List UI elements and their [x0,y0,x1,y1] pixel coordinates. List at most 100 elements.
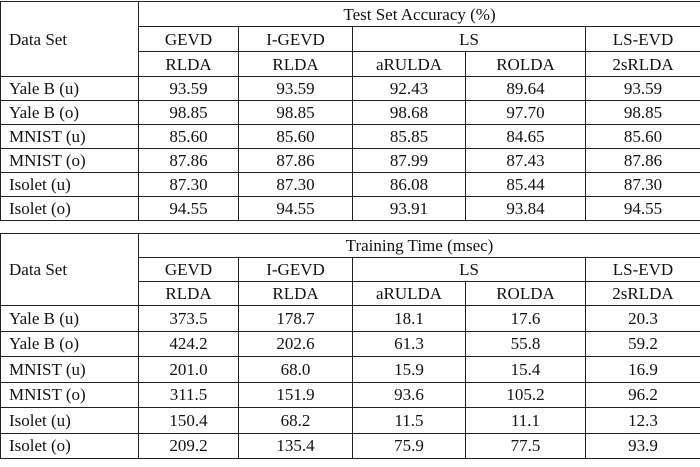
value-cell: 84.65 [465,124,586,149]
value-cell: 85.85 [352,124,466,149]
table-row: Yale B (u) 93.59 93.59 92.43 89.64 93.59 [0,76,700,101]
method-row: RLDA RLDA aRULDA ROLDA 2sRLDA [1,281,700,306]
value-cell: 94.55 [238,196,353,221]
value-cell: 94.55 [138,196,239,221]
row-label: Yale B (o) [0,100,139,125]
value-cell: 87.86 [584,148,700,173]
value-cell: 55.8 [465,330,586,357]
value-cell: 98.68 [352,100,466,125]
value-cell: 85.60 [138,124,239,149]
row-label: Isolet (u) [0,172,139,197]
row-label: MNIST (o) [0,381,139,408]
value-cell: 75.9 [352,432,466,459]
value-cell: 17.6 [465,305,586,332]
value-cell: 59.2 [585,330,700,357]
value-cell: 96.2 [585,381,700,408]
value-cell: 15.9 [352,356,466,383]
method-header: ROLDA [465,51,586,77]
row-label: MNIST (u) [0,356,139,383]
table-row: Isolet (u) 87.30 87.30 86.08 85.44 87.30 [0,172,700,197]
value-cell: 93.9 [585,432,700,459]
value-cell: 311.5 [138,381,239,408]
method-header: aRULDA [352,51,466,77]
value-cell: 12.3 [585,407,700,434]
value-cell: 85.60 [584,124,700,149]
accuracy-table: Data Set Test Set Accuracy (%) GEVD I-GEVD L… [0,1,700,221]
title-row: Data Set Training Time (msec) [0,233,700,306]
method-header: RLDA [138,281,239,306]
value-cell: 20.3 [585,305,700,332]
value-cell: 87.99 [352,148,466,173]
group-row: GEVD I-GEVD LS LS-EVD [1,257,700,282]
value-cell: 93.59 [238,76,353,101]
group-header: GEVD [138,257,239,282]
value-cell: 201.0 [138,356,239,383]
table-row: MNIST (u) 85.60 85.60 85.85 84.65 85.60 [0,124,700,149]
group-header: LS [352,26,586,52]
table-title: Training Time (msec) [138,233,700,258]
value-cell: 105.2 [465,381,586,408]
method-header: 2sRLDA [585,281,700,306]
group-header: I-GEVD [238,257,353,282]
table-row: Yale B (u) 373.5 178.7 18.1 17.6 20.3 [0,305,700,332]
row-label: Isolet (o) [0,196,139,221]
table-row: MNIST (o) 87.86 87.86 87.99 87.43 87.86 [0,148,700,173]
value-cell: 61.3 [352,330,466,357]
value-cell: 151.9 [238,381,353,408]
value-cell: 68.0 [238,356,353,383]
row-label: Yale B (u) [0,76,139,101]
table-title: Test Set Accuracy (%) [137,1,700,27]
title-row: Data Set Test Set Accuracy (%) [0,1,700,77]
value-cell: 373.5 [138,305,239,332]
row-label: MNIST (u) [0,124,139,149]
method-header: RLDA [238,51,353,77]
value-cell: 97.70 [465,100,586,125]
value-cell: 424.2 [138,330,239,357]
value-cell: 87.30 [138,172,239,197]
value-cell: 135.4 [238,432,353,459]
method-header: aRULDA [352,281,466,306]
table-row: Isolet (o) 94.55 94.55 93.91 93.84 94.55 [0,196,700,221]
value-cell: 87.86 [138,148,239,173]
group-header: I-GEVD [238,26,353,52]
method-header: RLDA [238,281,353,306]
method-header: RLDA [138,51,239,77]
method-header: ROLDA [465,281,586,306]
value-cell: 93.59 [138,76,239,101]
value-cell: 92.43 [352,76,466,101]
group-row: GEVD I-GEVD LS LS-EVD [1,26,700,52]
value-cell: 16.9 [585,356,700,383]
group-header: GEVD [138,26,239,52]
row-label: MNIST (o) [0,148,139,173]
value-cell: 98.85 [138,100,239,125]
value-cell: 150.4 [138,407,239,434]
row-label: Yale B (o) [0,330,139,357]
table-row: MNIST (u) 201.0 68.0 15.9 15.4 16.9 [0,356,700,383]
row-label: Yale B (u) [0,305,139,332]
table-row: Yale B (o) 424.2 202.6 61.3 55.8 59.2 [0,330,700,357]
value-cell: 202.6 [238,330,353,357]
value-cell: 178.7 [238,305,353,332]
value-cell: 85.60 [238,124,353,149]
value-cell: 87.43 [465,148,586,173]
table-row: MNIST (o) 311.5 151.9 93.6 105.2 96.2 [0,381,700,408]
value-cell: 98.85 [584,100,700,125]
value-cell: 94.55 [584,196,700,221]
value-cell: 93.91 [352,196,466,221]
value-cell: 93.6 [352,381,466,408]
value-cell: 86.08 [352,172,466,197]
table-row: Yale B (o) 98.85 98.85 98.68 97.70 98.85 [0,100,700,125]
method-header: 2sRLDA [584,51,700,77]
table-row: Isolet (o) 209.2 135.4 75.9 77.5 93.9 [0,432,700,459]
value-cell: 18.1 [352,305,466,332]
table-row: Isolet (u) 150.4 68.2 11.5 11.1 12.3 [0,407,700,434]
training-time-table: Data Set Training Time (msec) GEVD I-GEVD LS… [0,233,700,459]
value-cell: 87.30 [584,172,700,197]
value-cell: 77.5 [465,432,586,459]
method-row: RLDA RLDA aRULDA ROLDA 2sRLDA [1,51,700,77]
group-header: LS-EVD [585,257,700,282]
value-cell: 87.30 [238,172,353,197]
value-cell: 89.64 [465,76,586,101]
row-label: Isolet (o) [0,432,139,459]
value-cell: 87.86 [238,148,353,173]
